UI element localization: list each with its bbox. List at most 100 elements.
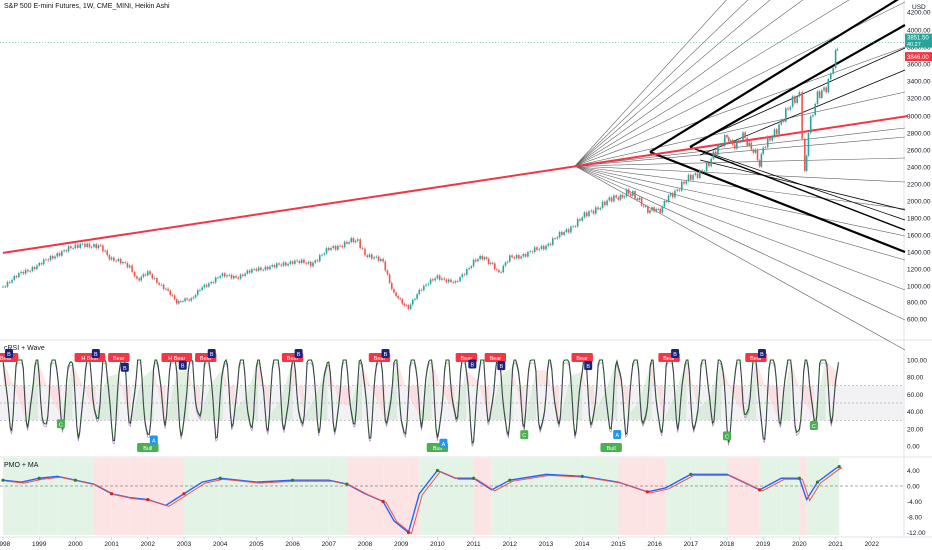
price-candle [323,253,326,255]
price-candle [542,245,545,250]
price-candle [625,189,628,197]
price-tick-label: 2600.00 [907,148,931,155]
price-candle [140,276,143,281]
price-candle [685,181,688,184]
price-candle [450,279,452,282]
price-candle [703,171,706,173]
price-candle [133,271,136,277]
price-candle [65,250,68,252]
price-candle [373,257,375,259]
price-tick-label: 1000.00 [907,284,931,291]
price-candle [217,277,219,279]
price-candle [22,271,25,274]
price-candle [574,226,577,228]
price-candle [354,240,357,243]
price-candle [610,197,613,202]
price-candle [570,226,572,233]
crsi-tick-label: 100.00 [907,358,927,365]
pmo-background-band [437,458,456,535]
price-candle [726,135,728,138]
price-candle [538,249,541,250]
crsi-wave-fill [304,396,316,421]
price-candle [318,255,321,262]
pmo-background-band [165,458,184,535]
price-candle [601,201,604,209]
pitchfork-fan-line [574,136,906,167]
price-candle [647,205,649,213]
bear-badge-label: Bear [287,356,299,362]
price-candle [801,92,803,139]
price-candle [511,255,513,258]
price-candle [395,292,397,297]
price-tick-label: 2800.00 [907,131,931,138]
pmo-background-band [129,458,148,535]
crsi-wave-fill [153,368,166,426]
pitchfork-fan-line [574,165,906,261]
price-candle [536,247,538,250]
crsi-wave-fill [640,360,652,421]
price-candle [93,244,95,247]
pitchfork-fan-line [574,165,906,291]
pitchfork-fan-line [574,127,906,167]
crsi-signal-line [2,362,839,448]
price-candle [416,294,418,299]
price-candle [305,262,307,264]
crsi-wave-fill [755,360,768,394]
price-candle [99,245,102,247]
price-tick-label: 4200.00 [907,10,931,17]
price-candle [590,210,593,212]
price-candle [246,270,249,274]
price-candle [527,252,529,257]
price-candle [370,254,373,259]
price-candle [307,261,310,264]
price-candle [352,238,355,243]
price-candle [823,87,825,91]
pitchfork-fan-line [574,165,906,183]
price-candle [683,181,685,184]
price-tick-label: 3000.00 [907,114,931,121]
price-candle [494,263,496,270]
price-candle [836,48,839,51]
price-candle [425,284,427,286]
price-candle [339,245,341,247]
crsi-wave-fill [142,368,154,421]
price-candle [312,262,314,267]
pmo-background-band [759,458,782,535]
crsi-wave-fill [686,360,699,409]
price-candle [210,282,212,284]
price-candle [513,257,516,259]
crsi-wave-fill [535,370,548,386]
price-candle [273,264,276,268]
price-candle [356,239,359,241]
price-candle [208,283,210,287]
pitchfork-median-line [689,146,906,231]
crsi-wave-fill [49,385,61,417]
price-tick-label: 3800.00 [907,45,931,52]
price-candle [328,247,330,250]
price-candle [669,193,672,196]
price-candle [214,277,217,283]
price-candle [794,96,796,104]
pmo-background-band [256,458,293,535]
price-candle [778,124,780,135]
price-candle [380,258,382,261]
pmo-tick-label: -4.00 [907,499,922,506]
price-candle [699,170,701,178]
x-axis-label: 2014 [575,541,590,548]
price-candle [51,255,54,259]
price-candle [780,120,783,125]
price-candle [423,285,425,291]
pitchfork-fan-line [574,157,906,167]
crsi-wave-fill [234,397,247,421]
crsi-tick-label: 80.00 [907,375,924,382]
price-candle [296,260,298,262]
price-candle [375,256,378,258]
price-candle [70,246,72,249]
price-candle [576,219,579,227]
b-wave-badge [178,360,187,370]
price-candle [124,262,126,264]
price-candle [42,259,45,265]
crsi-wave-fill [37,360,50,394]
